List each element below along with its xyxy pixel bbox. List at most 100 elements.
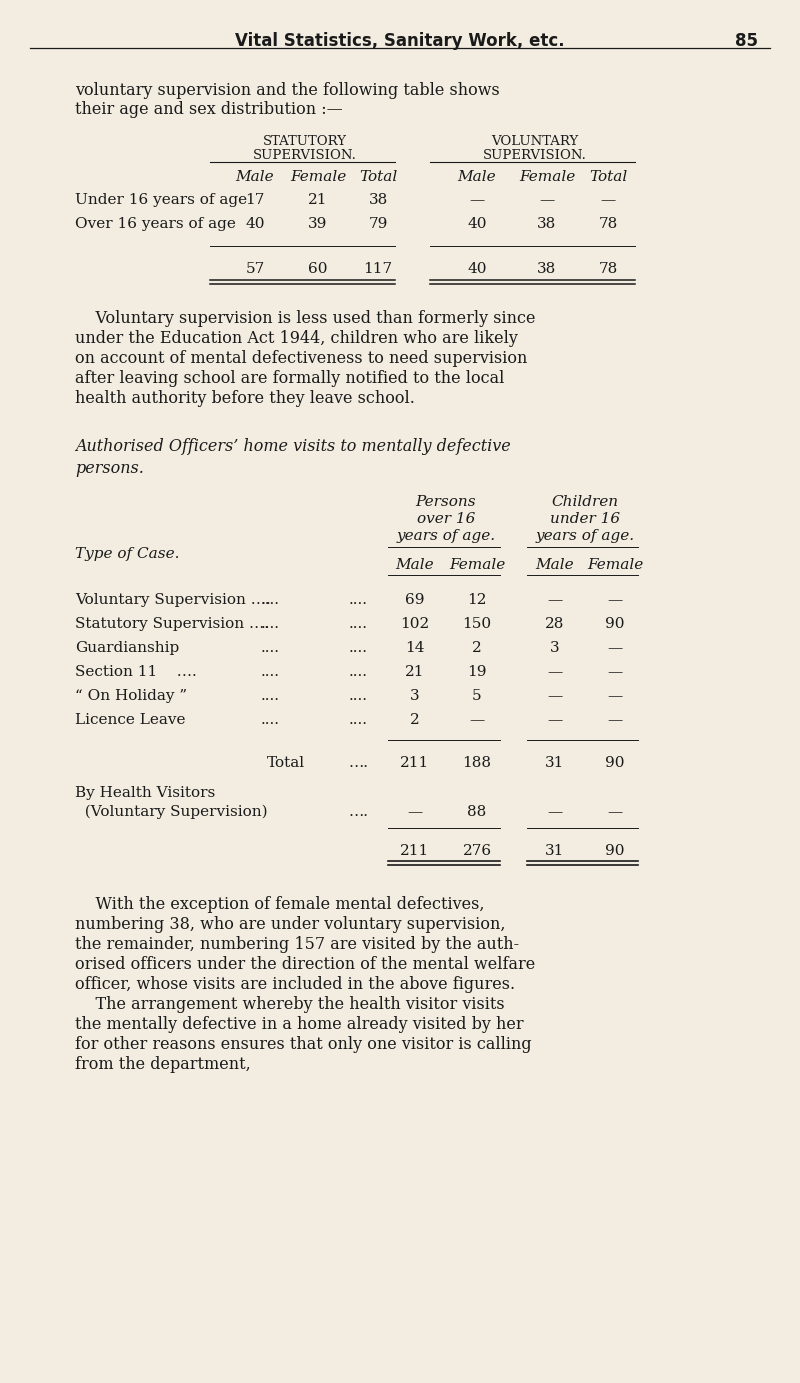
- Text: Statutory Supervision ….: Statutory Supervision ….: [75, 617, 269, 631]
- Text: Male: Male: [396, 557, 434, 573]
- Text: Total: Total: [589, 170, 627, 184]
- Text: SUPERVISION.: SUPERVISION.: [253, 149, 357, 162]
- Text: Total: Total: [359, 170, 397, 184]
- Text: 276: 276: [462, 844, 491, 857]
- Text: By Health Visitors: By Health Visitors: [75, 786, 215, 799]
- Text: Total: Total: [267, 757, 305, 770]
- Text: Male: Male: [458, 170, 496, 184]
- Text: over 16: over 16: [417, 512, 475, 526]
- Text: years of age.: years of age.: [397, 530, 495, 544]
- Text: 40: 40: [246, 217, 265, 231]
- Text: 102: 102: [400, 617, 430, 631]
- Text: their age and sex distribution :—: their age and sex distribution :—: [75, 101, 342, 118]
- Text: ....: ....: [349, 640, 367, 656]
- Text: Under 16 years of age: Under 16 years of age: [75, 194, 247, 207]
- Text: 85: 85: [735, 32, 758, 50]
- Text: ....: ....: [261, 689, 279, 703]
- Text: 38: 38: [538, 261, 557, 277]
- Text: Type of Case.: Type of Case.: [75, 548, 179, 561]
- Text: 38: 38: [368, 194, 388, 207]
- Text: 39: 39: [308, 217, 328, 231]
- Text: Voluntary Supervision ….: Voluntary Supervision ….: [75, 593, 270, 607]
- Text: Persons: Persons: [416, 495, 476, 509]
- Text: —: —: [607, 640, 622, 656]
- Text: 28: 28: [546, 617, 565, 631]
- Text: —: —: [547, 665, 562, 679]
- Text: under 16: under 16: [550, 512, 620, 526]
- Text: officer, whose visits are included in the above figures.: officer, whose visits are included in th…: [75, 976, 515, 993]
- Text: Female: Female: [587, 557, 643, 573]
- Text: —: —: [607, 593, 622, 607]
- Text: 5: 5: [472, 689, 482, 703]
- Text: under the Education Act 1944, children who are likely: under the Education Act 1944, children w…: [75, 331, 518, 347]
- Text: Vital Statistics, Sanitary Work, etc.: Vital Statistics, Sanitary Work, etc.: [235, 32, 565, 50]
- Text: health authority before they leave school.: health authority before they leave schoo…: [75, 390, 415, 407]
- Text: numbering 38, who are under voluntary supervision,: numbering 38, who are under voluntary su…: [75, 916, 506, 934]
- Text: —: —: [547, 805, 562, 819]
- Text: 21: 21: [308, 194, 328, 207]
- Text: ....: ....: [349, 714, 367, 727]
- Text: —: —: [470, 714, 485, 727]
- Text: 21: 21: [406, 665, 425, 679]
- Text: 19: 19: [467, 665, 486, 679]
- Text: 40: 40: [467, 261, 486, 277]
- Text: —: —: [607, 665, 622, 679]
- Text: ....: ....: [349, 617, 367, 631]
- Text: Over 16 years of age: Over 16 years of age: [75, 217, 236, 231]
- Text: Voluntary supervision is less used than formerly since: Voluntary supervision is less used than …: [75, 310, 535, 326]
- Text: ….: ….: [348, 757, 368, 770]
- Text: 150: 150: [462, 617, 491, 631]
- Text: 2: 2: [472, 640, 482, 656]
- Text: 88: 88: [467, 805, 486, 819]
- Text: 17: 17: [246, 194, 265, 207]
- Text: —: —: [539, 194, 554, 207]
- Text: 3: 3: [550, 640, 560, 656]
- Text: With the exception of female mental defectives,: With the exception of female mental defe…: [75, 896, 485, 913]
- Text: Male: Male: [236, 170, 274, 184]
- Text: 14: 14: [406, 640, 425, 656]
- Text: the mentally defective in a home already visited by her: the mentally defective in a home already…: [75, 1017, 524, 1033]
- Text: SUPERVISION.: SUPERVISION.: [483, 149, 587, 162]
- Text: —: —: [600, 194, 616, 207]
- Text: 188: 188: [462, 757, 491, 770]
- Text: “ On Holiday ”: “ On Holiday ”: [75, 689, 187, 703]
- Text: Licence Leave: Licence Leave: [75, 714, 186, 727]
- Text: —: —: [470, 194, 485, 207]
- Text: 57: 57: [246, 261, 265, 277]
- Text: 38: 38: [538, 217, 557, 231]
- Text: Female: Female: [519, 170, 575, 184]
- Text: 2: 2: [410, 714, 420, 727]
- Text: VOLUNTARY: VOLUNTARY: [491, 136, 578, 148]
- Text: —: —: [547, 714, 562, 727]
- Text: ....: ....: [261, 617, 279, 631]
- Text: —: —: [607, 689, 622, 703]
- Text: Female: Female: [290, 170, 346, 184]
- Text: Female: Female: [449, 557, 505, 573]
- Text: ….: ….: [348, 805, 368, 819]
- Text: 211: 211: [400, 757, 430, 770]
- Text: ....: ....: [261, 714, 279, 727]
- Text: 90: 90: [606, 617, 625, 631]
- Text: 78: 78: [598, 261, 618, 277]
- Text: The arrangement whereby the health visitor visits: The arrangement whereby the health visit…: [75, 996, 505, 1012]
- Text: 12: 12: [467, 593, 486, 607]
- Text: 31: 31: [546, 757, 565, 770]
- Text: ....: ....: [349, 593, 367, 607]
- Text: 78: 78: [598, 217, 618, 231]
- Text: 60: 60: [308, 261, 328, 277]
- Text: 31: 31: [546, 844, 565, 857]
- Text: —: —: [607, 714, 622, 727]
- Text: —: —: [547, 689, 562, 703]
- Text: Section 11    ….: Section 11 ….: [75, 665, 197, 679]
- Text: (Voluntary Supervision): (Voluntary Supervision): [75, 805, 268, 819]
- Text: Authorised Officers’ home visits to mentally defective: Authorised Officers’ home visits to ment…: [75, 438, 510, 455]
- Text: voluntary supervision and the following table shows: voluntary supervision and the following …: [75, 82, 500, 100]
- Text: 90: 90: [606, 844, 625, 857]
- Text: from the department,: from the department,: [75, 1057, 250, 1073]
- Text: STATUTORY: STATUTORY: [263, 136, 347, 148]
- Text: Children: Children: [551, 495, 618, 509]
- Text: on account of mental defectiveness to need supervision: on account of mental defectiveness to ne…: [75, 350, 527, 366]
- Text: orised officers under the direction of the mental welfare: orised officers under the direction of t…: [75, 956, 535, 974]
- Text: —: —: [547, 593, 562, 607]
- Text: —: —: [607, 805, 622, 819]
